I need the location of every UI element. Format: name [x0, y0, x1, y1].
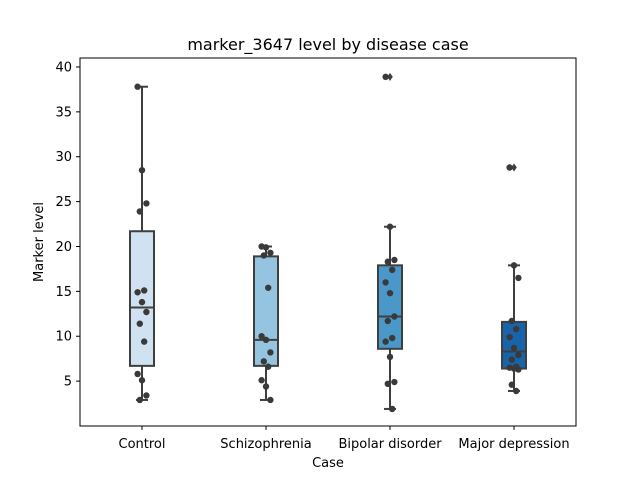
data-point	[382, 338, 389, 345]
x-axis-ticks: Control Schizophrenia Bipolar disorder Majo…	[119, 426, 570, 452]
data-point	[513, 325, 520, 333]
data-point	[515, 274, 522, 282]
data-point	[138, 377, 146, 384]
data-point	[136, 208, 143, 215]
box-body	[129, 230, 155, 367]
points-layer	[134, 73, 522, 413]
outlier-marker	[387, 72, 393, 81]
y-axis-ticks: 5 10 15 20 25 30 35 40	[55, 60, 80, 390]
data-point	[384, 317, 391, 325]
data-point	[513, 387, 520, 395]
chart-title: marker_3647 level by disease case	[187, 35, 468, 55]
data-point	[267, 249, 274, 256]
data-point	[515, 366, 522, 373]
y-tick-label: 10	[55, 330, 72, 345]
data-point	[389, 405, 396, 413]
data-point	[382, 279, 389, 286]
data-point	[138, 298, 146, 306]
x-tick-label: Bipolar disorder	[338, 437, 442, 452]
data-point	[391, 378, 398, 386]
data-point	[141, 338, 148, 345]
plot-area	[79, 57, 577, 427]
outlier-marker	[511, 163, 517, 172]
data-point	[508, 381, 515, 388]
data-point	[138, 166, 146, 174]
data-point	[386, 223, 394, 230]
data-point	[510, 262, 518, 269]
data-point	[386, 289, 394, 297]
y-tick-label: 5	[64, 375, 72, 390]
data-point	[510, 344, 518, 352]
data-point	[265, 284, 272, 291]
y-tick-label: 40	[55, 60, 72, 75]
data-point	[391, 256, 398, 264]
data-point	[136, 396, 143, 404]
data-point	[267, 349, 274, 356]
data-point	[515, 351, 522, 359]
data-point	[506, 164, 513, 171]
box-body	[253, 255, 279, 367]
data-point	[267, 396, 274, 404]
x-tick-label: Major depression	[458, 437, 569, 452]
data-point	[508, 356, 515, 363]
data-point	[506, 333, 513, 341]
data-point	[143, 392, 150, 399]
x-tick-label: Schizophrenia	[220, 437, 311, 452]
data-point	[262, 336, 270, 344]
data-point	[141, 287, 148, 294]
x-axis-label: Case	[312, 456, 344, 471]
data-point	[262, 383, 270, 390]
data-point	[258, 377, 265, 384]
y-axis-label: Marker level	[32, 202, 47, 282]
data-point	[384, 380, 391, 388]
data-point	[134, 289, 141, 296]
data-point	[382, 73, 389, 81]
data-point	[143, 200, 150, 207]
y-tick-label: 30	[55, 150, 72, 165]
x-tick-label: Control	[119, 437, 166, 452]
data-point	[134, 370, 141, 378]
data-point	[258, 333, 265, 340]
data-point	[384, 258, 391, 265]
y-tick-label: 25	[55, 195, 72, 210]
data-point	[143, 308, 150, 316]
data-point	[389, 266, 396, 274]
data-point	[134, 83, 141, 90]
y-tick-label: 20	[55, 240, 72, 255]
data-point	[265, 363, 272, 370]
box-3	[377, 72, 403, 410]
data-point	[260, 252, 267, 259]
data-point	[389, 334, 396, 342]
y-tick-label: 15	[55, 285, 72, 300]
data-point	[508, 317, 515, 325]
data-point	[386, 353, 394, 361]
box-body	[377, 264, 403, 350]
y-tick-label: 35	[55, 105, 72, 120]
data-point	[260, 358, 267, 365]
data-point	[262, 244, 270, 251]
data-point	[136, 320, 143, 327]
data-point	[391, 313, 398, 320]
